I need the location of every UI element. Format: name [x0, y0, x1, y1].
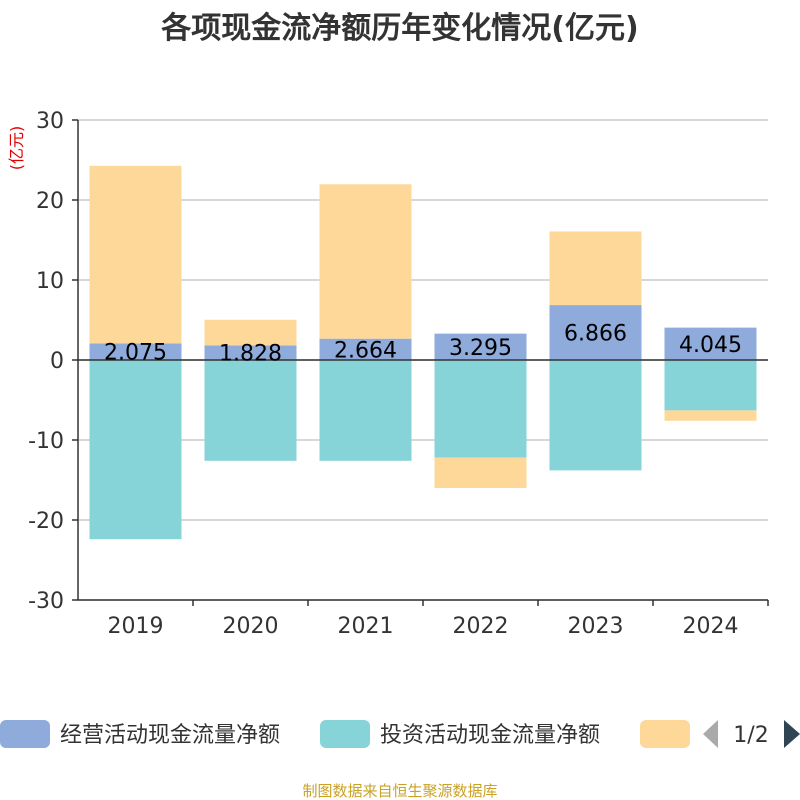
legend-label: 投资活动现金流量净额	[380, 723, 600, 748]
data-label: 6.866	[564, 322, 627, 347]
legend-page-indicator: 1/2	[733, 723, 768, 748]
bar-operating-2022	[434, 333, 527, 360]
y-tick-label: -10	[28, 429, 64, 454]
x-tick-label: 2024	[683, 614, 739, 639]
bar-operating-2021	[319, 338, 412, 360]
y-tick-label: -30	[28, 589, 64, 614]
chart-title: 各项现金流净额历年变化情况(亿元)	[160, 11, 638, 46]
y-tick-label: -20	[28, 509, 64, 534]
data-label: 2.075	[104, 341, 167, 366]
triangle-left-icon	[703, 720, 718, 748]
bar-financing-2020	[204, 319, 297, 346]
legend-swatch	[640, 720, 690, 748]
y-tick-label: 0	[50, 349, 64, 374]
legend-swatch	[320, 720, 370, 748]
bar-financing-2019	[89, 165, 182, 344]
x-tick-label: 2019	[108, 614, 164, 639]
data-label: 1.828	[219, 342, 282, 367]
bar-financing-2024	[664, 410, 757, 421]
y-tick-label: 20	[36, 189, 64, 214]
bar-marks	[89, 165, 757, 540]
y-tick-label: 10	[36, 269, 64, 294]
legend: 经营活动现金流量净额 投资活动现金流量净额 1/2	[0, 720, 800, 748]
x-tick-label: 2020	[223, 614, 279, 639]
bar-investing-2021	[319, 360, 412, 461]
bar-investing-2022	[434, 360, 527, 458]
bar-financing-2023	[549, 231, 642, 306]
bar-investing-2020	[204, 360, 297, 461]
data-label: 4.045	[679, 333, 742, 358]
axes: 30 20 10 0 -10 -20 -30 2019 2020 2021 2022 2023 2024	[28, 109, 769, 639]
data-labels: 2.075 1.828 2.664 3.295 6.866 4.045	[104, 322, 742, 367]
bar-operating-2020	[204, 345, 297, 360]
bar-investing-2023	[549, 360, 642, 471]
data-label: 3.295	[449, 336, 512, 361]
x-tick-label: 2023	[568, 614, 624, 639]
legend-swatch	[0, 720, 50, 748]
bar-financing-2022	[434, 457, 527, 488]
bar-financing-2021	[319, 184, 412, 339]
bar-operating-2023	[549, 305, 642, 360]
source-note: 制图数据来自恒生聚源数据库	[302, 782, 497, 800]
bar-investing-2019	[89, 360, 182, 540]
data-label: 2.664	[334, 338, 397, 363]
bar-investing-2024	[664, 360, 757, 411]
y-axis-unit-label: (亿元)	[7, 126, 26, 171]
x-tick-label: 2022	[453, 614, 509, 639]
x-tick-label: 2021	[338, 614, 394, 639]
legend-label: 经营活动现金流量净额	[60, 723, 280, 748]
bar-operating-2024	[664, 327, 757, 360]
triangle-right-icon	[784, 720, 800, 748]
bar-operating-2019	[89, 343, 182, 360]
y-tick-label: 30	[36, 109, 64, 134]
